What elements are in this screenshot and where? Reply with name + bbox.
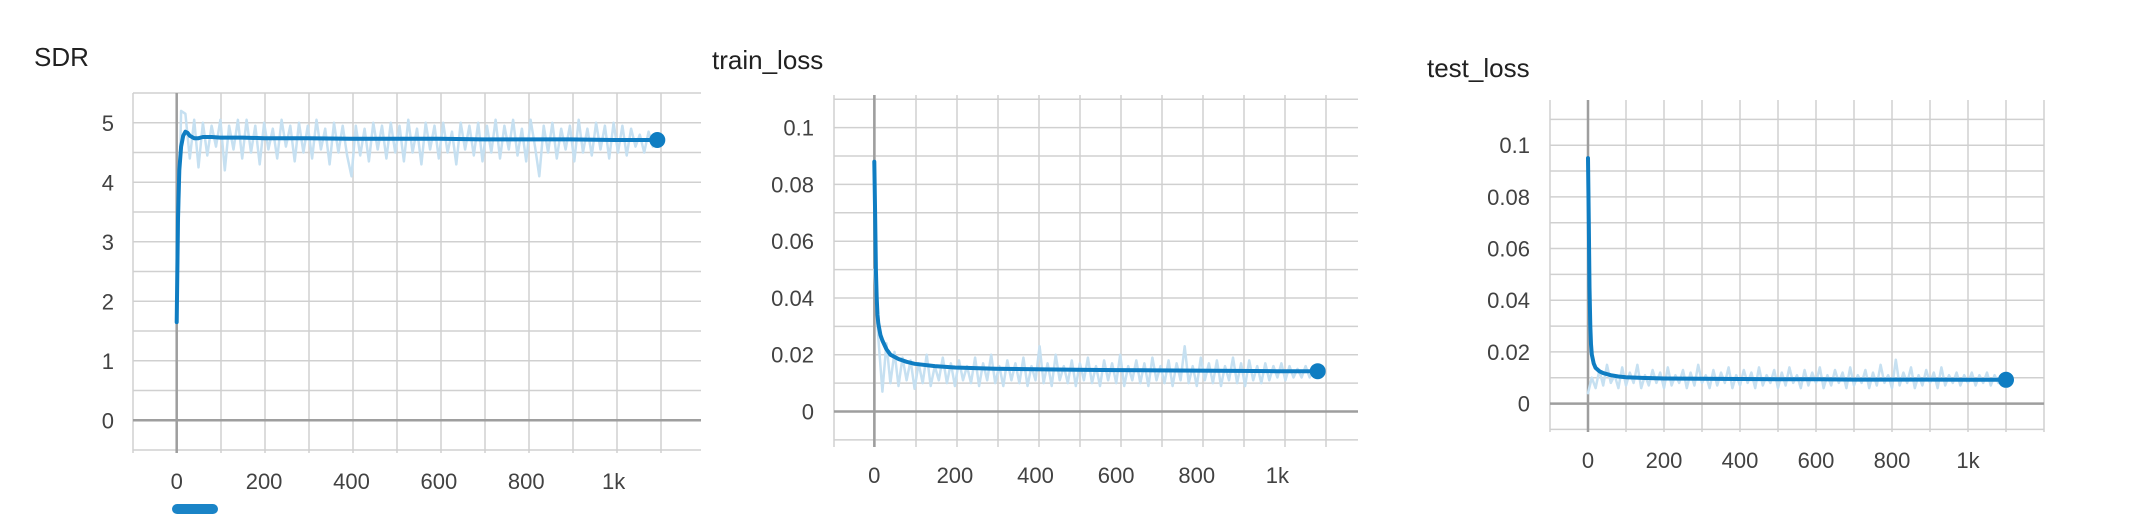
x-tick-label: 400	[1017, 463, 1054, 488]
y-tick-label: 0.08	[1487, 185, 1530, 210]
last-value-marker	[649, 132, 666, 149]
x-tick-label: 600	[420, 469, 457, 494]
x-tick-label: 1k	[1956, 448, 1980, 473]
expand-chart-button[interactable]	[172, 504, 218, 514]
grid-lines	[833, 95, 1358, 447]
y-tick-label: 5	[102, 111, 114, 136]
x-tick-label: 1k	[602, 469, 626, 494]
y-tick-label: 0	[802, 400, 814, 425]
smoothed-series-line	[174, 129, 660, 325]
x-tick-label: 800	[1178, 463, 1215, 488]
raw-series-line	[873, 268, 1319, 393]
x-tick-label: 600	[1098, 463, 1135, 488]
y-tick-label: 0	[1518, 392, 1530, 417]
chart-title-test-loss: test_loss	[1427, 53, 1530, 83]
y-tick-label: 0	[102, 408, 114, 433]
y-tick-label: 2	[102, 289, 114, 314]
x-tick-label: 1k	[1266, 463, 1290, 488]
y-tick-label: 0.02	[771, 343, 814, 368]
y-tick-label: 1	[102, 349, 114, 374]
grid-lines	[132, 92, 701, 453]
x-tick-label: 800	[1874, 448, 1911, 473]
x-tick-label: 0	[171, 469, 183, 494]
x-tick-label: 0	[1582, 448, 1594, 473]
smoothed-series-line	[872, 159, 1320, 374]
y-tick-label: 0.04	[771, 286, 814, 311]
x-tick-label: 400	[1722, 448, 1759, 473]
last-value-marker	[1998, 371, 2014, 388]
y-tick-label: 0.1	[1499, 133, 1530, 158]
y-tick-label: 0.06	[1487, 237, 1530, 262]
y-tick-label: 0.06	[771, 229, 814, 254]
last-value-marker	[1309, 363, 1326, 380]
x-tick-label: 0	[868, 463, 880, 488]
y-tick-label: 0.08	[771, 172, 814, 197]
x-tick-label: 200	[246, 469, 283, 494]
x-tick-label: 200	[937, 463, 974, 488]
y-tick-label: 0.1	[783, 116, 814, 141]
chart-title-train-loss: train_loss	[712, 45, 824, 75]
x-tick-label: 400	[333, 469, 370, 494]
y-tick-label: 0.02	[1487, 340, 1530, 365]
smoothed-series-line	[1586, 156, 2008, 382]
chart-title-sdr: SDR	[34, 42, 89, 72]
y-tick-label: 0.04	[1487, 288, 1530, 313]
x-tick-label: 600	[1798, 448, 1835, 473]
y-tick-label: 4	[102, 170, 114, 195]
x-tick-label: 200	[1646, 448, 1683, 473]
y-tick-label: 3	[102, 230, 114, 255]
x-tick-label: 800	[508, 469, 545, 494]
